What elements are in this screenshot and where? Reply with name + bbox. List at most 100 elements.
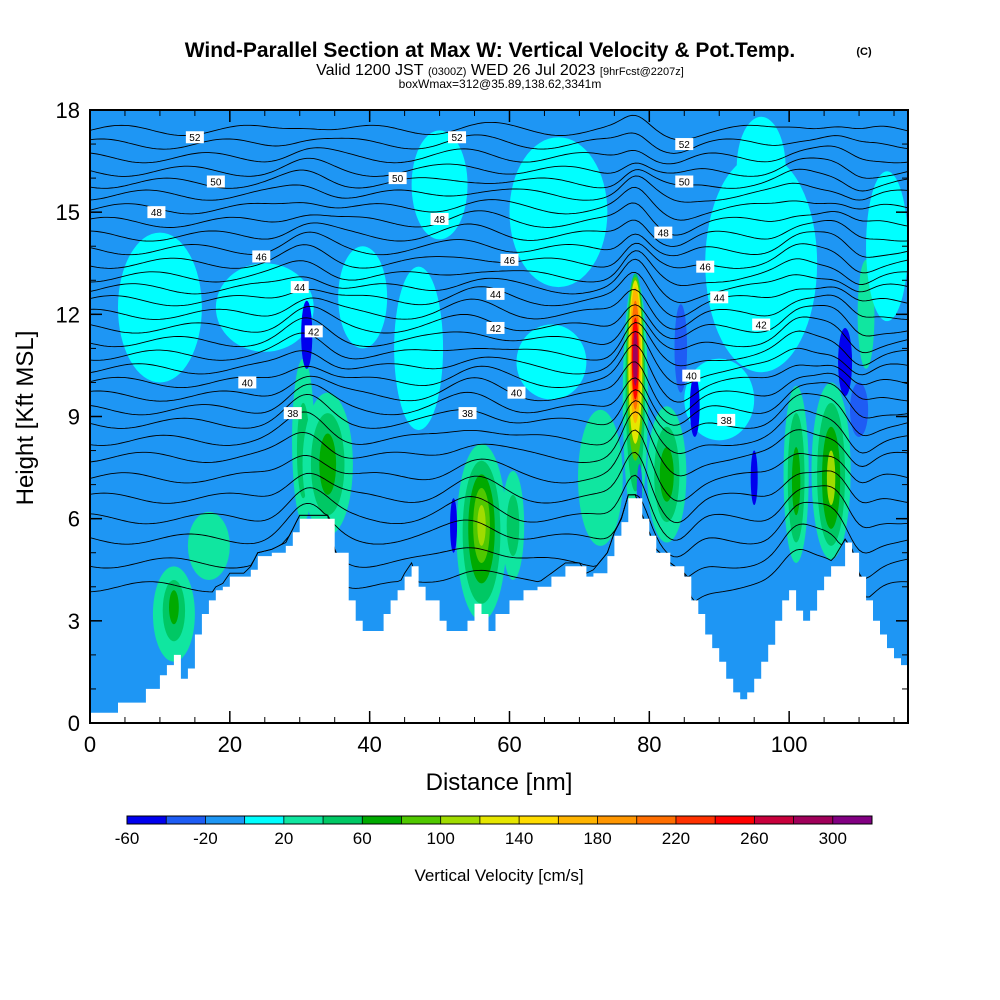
colorbar: -60 -20 20 60 100 140 180 220 260 300 xyxy=(115,815,873,848)
contour-label: 42 xyxy=(752,318,771,332)
isentrope-line xyxy=(90,132,908,154)
velocity-cell xyxy=(826,450,836,506)
x-axis-label: Distance [nm] xyxy=(426,769,573,796)
contour-label-text: 50 xyxy=(210,178,222,189)
contour-label-text: 42 xyxy=(308,327,320,338)
isentrope-line xyxy=(90,258,908,304)
y-axis: 0 3 6 9 12 15 18 xyxy=(56,98,908,736)
isentrope-line xyxy=(90,361,908,416)
isentrope-line xyxy=(90,411,908,477)
colorbar-swatch xyxy=(283,816,324,824)
colorbar-swatch xyxy=(715,816,755,824)
contour-label: 52 xyxy=(448,131,467,144)
colorbar-swatch xyxy=(754,816,795,824)
contour-label-text: 38 xyxy=(721,416,733,427)
velocity-cell xyxy=(705,154,818,373)
contour-label-text: 52 xyxy=(451,133,463,144)
isentrope-line xyxy=(90,186,908,221)
velocity-cell xyxy=(689,375,700,437)
x-tick-label: 40 xyxy=(357,732,381,757)
contour-label: 50 xyxy=(388,172,407,185)
colorbar-tick-label: 300 xyxy=(819,829,847,848)
x-tick-label: 20 xyxy=(218,732,242,757)
colorbar-swatch xyxy=(127,816,167,824)
isentrope-line xyxy=(90,168,908,192)
isentrope-line xyxy=(90,250,908,287)
y-tick-label: 6 xyxy=(68,507,80,532)
colorbar-swatch xyxy=(166,816,206,824)
contour-label: 48 xyxy=(147,206,166,219)
terrain-mask xyxy=(90,498,908,723)
isentrope-line xyxy=(90,429,908,502)
x-tick-label: 80 xyxy=(637,732,661,757)
contour-label: 40 xyxy=(507,386,526,400)
y-axis-label: Height [Kft MSL] xyxy=(12,331,39,506)
isentrope-line xyxy=(90,377,908,426)
isentrope-line xyxy=(90,474,908,541)
colorbar-swatch xyxy=(479,816,520,824)
x-axis: 0 20 40 60 80 100 xyxy=(84,110,895,757)
contour-label: 44 xyxy=(486,287,505,301)
isentrope-line xyxy=(90,202,908,236)
isentrope-line xyxy=(90,330,908,386)
colorbar-swatch xyxy=(244,816,285,824)
x-tick-label: 60 xyxy=(497,732,521,757)
contour-label-text: 44 xyxy=(714,293,726,304)
velocity-cell xyxy=(319,433,337,495)
isentrope-line xyxy=(90,494,908,558)
contour-label: 52 xyxy=(675,138,694,151)
contour-label-text: 44 xyxy=(490,290,502,301)
velocity-cell xyxy=(187,511,230,580)
x-tick-label: 0 xyxy=(84,732,96,757)
velocity-cell xyxy=(684,358,755,441)
contour-label-text: 50 xyxy=(392,174,404,185)
isentrope-line xyxy=(90,389,908,437)
velocity-cell xyxy=(506,494,520,557)
velocity-cell xyxy=(477,505,486,546)
contour-label-text: 40 xyxy=(242,378,254,389)
colorbar-label: Vertical Velocity [cm/s] xyxy=(414,866,583,885)
contour-label: 42 xyxy=(304,325,323,338)
isentrope-line xyxy=(90,242,908,274)
colorbar-swatch xyxy=(401,816,442,824)
plot-area: 52 52 52 50 50 50 48 48 48 46 46 46 44 44 44 42 42 42 40 40… xyxy=(90,110,908,723)
contour-label: 46 xyxy=(252,250,271,263)
subtitle-date: WED 26 Jul 2023 xyxy=(471,62,596,79)
contour-label-text: 46 xyxy=(504,256,516,267)
velocity-cell xyxy=(750,450,758,506)
isentrope-line xyxy=(90,494,908,579)
velocity-cell xyxy=(169,590,179,625)
contour-label-text: 46 xyxy=(256,252,268,263)
velocity-cell xyxy=(791,447,801,516)
colorbar-swatch xyxy=(362,816,402,824)
y-tick-label: 0 xyxy=(68,711,80,736)
contour-labels: 52 52 52 50 50 50 48 48 48 46 46 46 44 44 44 42 42 42 40 40… xyxy=(147,131,771,427)
contour-label: 50 xyxy=(206,175,225,189)
contour-label-text: 42 xyxy=(756,321,768,332)
contour-label-text: 44 xyxy=(294,283,306,294)
isentrope-line xyxy=(90,322,908,367)
velocity-cell xyxy=(838,327,853,397)
velocity-cell xyxy=(509,137,608,288)
subtitle-utc-time: (0300Z) xyxy=(428,66,467,78)
colorbar-tick-label: 220 xyxy=(662,829,690,848)
y-tick-label: 3 xyxy=(68,609,80,634)
chart-subtitle-box: boxWmax=312@35.89,138.62,3341m xyxy=(399,77,602,91)
contour-label-text: 38 xyxy=(462,409,474,420)
isentrope-line xyxy=(90,219,908,247)
contour-label: 50 xyxy=(675,175,694,189)
contour-label-text: 46 xyxy=(700,263,712,274)
contour-label: 44 xyxy=(290,281,309,294)
contour-label: 44 xyxy=(710,291,729,304)
isentrope-line xyxy=(90,494,908,603)
contour-label-text: 48 xyxy=(151,208,163,219)
isentrope-line xyxy=(90,289,908,330)
colorbar-tick-label: -20 xyxy=(193,829,218,848)
contour-label: 52 xyxy=(185,131,204,144)
contour-label-text: 48 xyxy=(658,229,670,240)
contour-label: 40 xyxy=(682,369,701,383)
y-tick-label: 12 xyxy=(56,302,80,327)
colorbar-tick-label: 260 xyxy=(740,829,768,848)
contour-label: 38 xyxy=(458,407,477,420)
